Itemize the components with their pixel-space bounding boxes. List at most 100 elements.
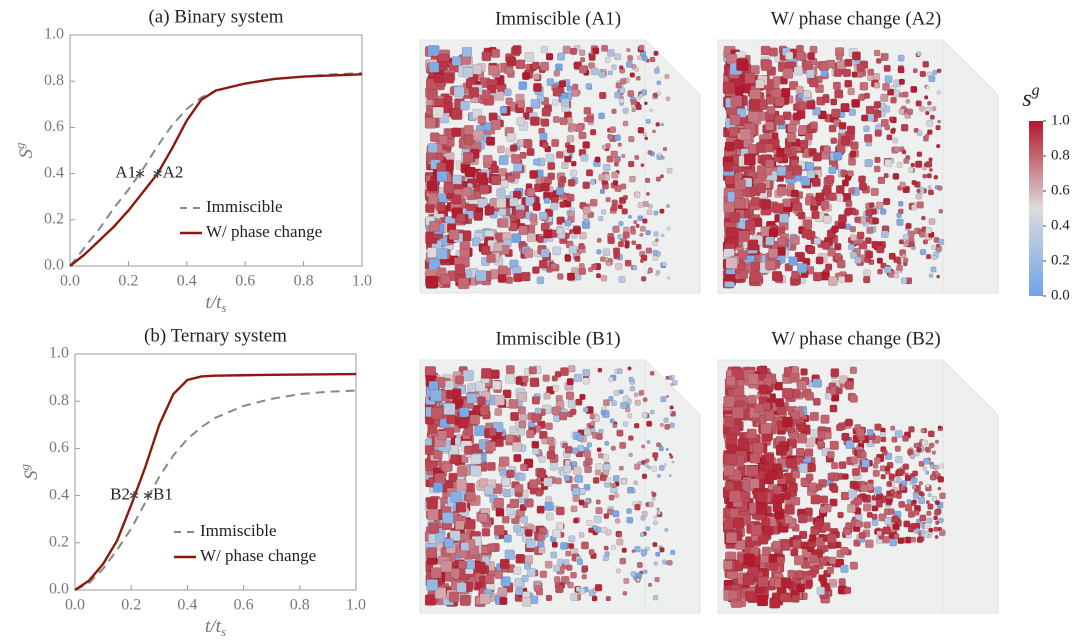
- bubble: [594, 583, 603, 592]
- bubble: [521, 375, 529, 383]
- bubble: [840, 103, 850, 113]
- bubble: [536, 469, 547, 479]
- bubble: [660, 233, 665, 238]
- y-axis-label-sup: g: [12, 142, 27, 149]
- bubble: [916, 151, 923, 157]
- bubble: [723, 560, 733, 570]
- x-tick-label: 0.4: [177, 597, 197, 614]
- bubble: [723, 161, 734, 172]
- bubble: [795, 85, 804, 94]
- bubble: [934, 535, 939, 539]
- bubble: [596, 237, 602, 243]
- bubble: [760, 198, 771, 210]
- bubble: [937, 119, 941, 124]
- bubble: [863, 92, 871, 99]
- bubble: [538, 546, 546, 554]
- bubble: [923, 457, 930, 465]
- bubble: [612, 225, 620, 233]
- bubble: [898, 78, 905, 85]
- bubble: [614, 492, 620, 499]
- bubble: [567, 179, 576, 187]
- bubble: [596, 447, 602, 453]
- bubble: [725, 257, 738, 269]
- bubble: [618, 276, 626, 284]
- bubble: [851, 51, 861, 61]
- bubble: [485, 441, 496, 452]
- bubble: [790, 189, 799, 198]
- bubble: [538, 259, 548, 269]
- bubble: [844, 380, 854, 390]
- bubble: [736, 58, 749, 71]
- bubble: [529, 595, 539, 604]
- bubble: [458, 560, 468, 570]
- legend-label: Immiscible: [206, 197, 282, 216]
- bubble: [583, 218, 590, 225]
- bubble: [752, 442, 764, 454]
- bubble: [503, 534, 512, 543]
- bubble: [886, 481, 893, 487]
- y-tick-label: 0.2: [44, 210, 64, 227]
- bubble: [469, 414, 480, 425]
- bubble: [626, 47, 631, 53]
- bubble: [566, 378, 574, 386]
- bubble: [457, 277, 470, 290]
- bubble: [615, 82, 622, 89]
- bubble: [774, 114, 785, 126]
- bubble: [816, 586, 826, 596]
- bubble: [783, 146, 792, 155]
- bubble: [575, 398, 583, 406]
- bubble: [834, 89, 844, 99]
- bubble: [659, 422, 664, 428]
- bubble: [426, 247, 438, 258]
- bubble: [585, 169, 594, 177]
- bubble: [567, 399, 577, 408]
- bubble: [793, 202, 803, 212]
- bubble: [772, 76, 781, 85]
- bubble: [566, 564, 573, 571]
- bubble: [773, 203, 784, 214]
- bubble: [728, 590, 738, 600]
- bubble: [909, 454, 916, 460]
- bubble: [552, 87, 562, 97]
- bubble: [929, 442, 935, 449]
- bubble: [601, 526, 608, 534]
- bubble: [638, 44, 645, 51]
- legend-label: Immiscible: [200, 521, 276, 540]
- bubble: [932, 69, 938, 75]
- bubble: [616, 568, 621, 574]
- bubble: [776, 405, 787, 415]
- bubble: [500, 576, 511, 587]
- bubble: [926, 517, 933, 524]
- bubble: [666, 226, 671, 231]
- bubble: [585, 83, 592, 90]
- bubble: [899, 181, 906, 188]
- bubble: [632, 265, 638, 271]
- bubble: [487, 543, 497, 553]
- bubble: [568, 365, 576, 373]
- bubble: [651, 496, 656, 501]
- bubble: [583, 483, 591, 491]
- bubble: [611, 108, 617, 114]
- bubble: [555, 522, 564, 531]
- x-axis-label-sub: s: [221, 300, 226, 315]
- bubble: [546, 78, 555, 86]
- bubble: [820, 200, 830, 210]
- bubble: [426, 497, 438, 510]
- bubble: [760, 422, 772, 435]
- bubble: [614, 91, 621, 99]
- bubble: [466, 560, 476, 570]
- bubble: [425, 275, 439, 289]
- bubble: [671, 375, 676, 380]
- bubble: [760, 45, 771, 56]
- bubble: [443, 72, 455, 84]
- bubble: [562, 464, 572, 474]
- bubble: [876, 257, 883, 264]
- colorbar-tick-label: 0.8: [1051, 147, 1070, 163]
- bubble: [594, 156, 601, 163]
- bubble: [935, 243, 940, 248]
- bubble: [572, 494, 580, 502]
- bubble: [882, 450, 888, 456]
- bubble: [606, 261, 612, 267]
- bubble: [618, 221, 624, 227]
- bubble: [873, 457, 881, 464]
